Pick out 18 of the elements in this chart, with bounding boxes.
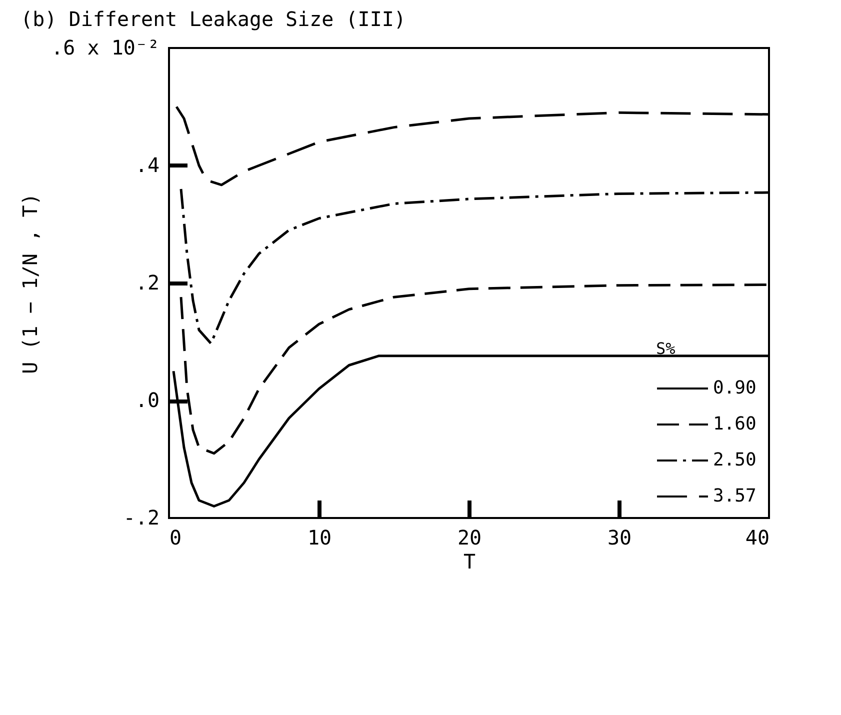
- legend-label: 3.57: [713, 486, 756, 506]
- x-axis-title: T: [463, 550, 476, 574]
- legend-label: 1.60: [713, 414, 756, 434]
- legend-label: 2.50: [713, 450, 756, 470]
- y-tick-label: .0: [135, 388, 160, 412]
- x-tick-label: 10: [307, 526, 332, 550]
- y-tick-label: .2: [135, 270, 160, 294]
- legend-label: 0.90: [713, 378, 756, 398]
- y-axis-title: U (1 − 1/N , T): [18, 193, 42, 374]
- x-tick-label: 40: [745, 526, 770, 550]
- y-tick-label: -.2: [123, 506, 160, 530]
- x-tick-label: 0: [170, 526, 182, 550]
- y-tick-label: .6 x 10⁻²: [51, 36, 160, 60]
- x-tick-label: 30: [607, 526, 632, 550]
- x-tick-label: 20: [457, 526, 482, 550]
- y-tick-label: .4: [135, 153, 160, 177]
- legend-title: S%: [656, 339, 676, 358]
- chart-title: (b) Different Leakage Size (III): [20, 7, 406, 31]
